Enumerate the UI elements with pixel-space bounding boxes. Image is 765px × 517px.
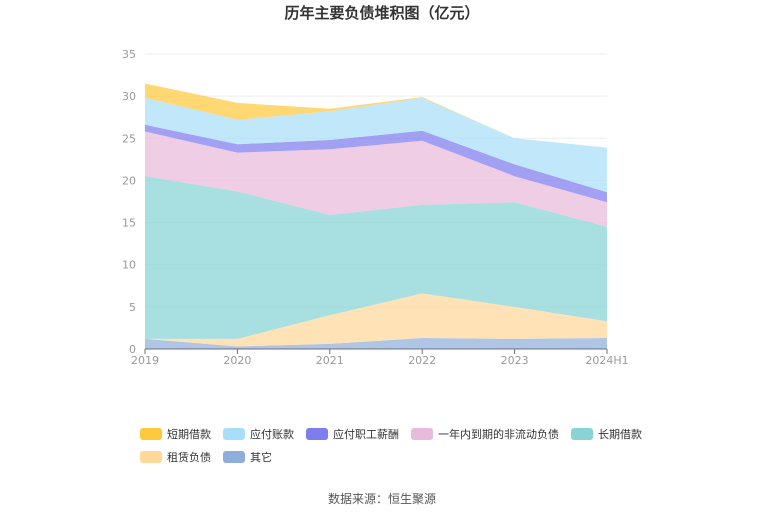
legend-item[interactable]: 短期借款: [140, 427, 211, 441]
y-tick-label: 20: [122, 174, 136, 187]
y-tick-label: 5: [129, 301, 136, 314]
y-tick-label: 0: [129, 343, 136, 356]
series-5-area[interactable]: [145, 97, 607, 193]
chart-title: 历年主要负债堆积图（亿元）: [284, 4, 479, 22]
x-tick-label: 2019: [131, 354, 159, 367]
y-tick-label: 30: [122, 90, 136, 103]
y-tick-label: 10: [122, 259, 136, 272]
x-tick-label: 2024H1: [585, 354, 628, 367]
legend-label: 应付职工薪酬: [333, 427, 399, 441]
series-0-area[interactable]: [145, 338, 607, 349]
legend-swatch: [411, 428, 433, 440]
legend-label: 租赁负债: [167, 450, 211, 464]
legend-swatch: [571, 428, 593, 440]
y-tick-label: 25: [122, 132, 136, 145]
data-source-note: 数据来源：恒生聚源: [328, 491, 436, 506]
legend-item[interactable]: 一年内到期的非流动负债: [411, 427, 559, 441]
series-1-area[interactable]: [145, 293, 607, 347]
legend-swatch: [140, 428, 162, 440]
y-tick-label: 35: [122, 48, 136, 61]
series-6-area[interactable]: [145, 83, 607, 148]
x-tick-label: 2022: [408, 354, 436, 367]
legend-label: 其它: [250, 450, 272, 464]
legend-label: 一年内到期的非流动负债: [438, 427, 559, 441]
series-3-area[interactable]: [145, 131, 607, 227]
legend-swatch: [306, 428, 328, 440]
legend-item[interactable]: 租赁负债: [140, 450, 211, 464]
axes: 0 5 10 15 20 25 30 35 2019 2020 2021 2022 2023 2024H1: [122, 48, 629, 367]
legend-label: 短期借款: [167, 427, 211, 441]
series-2-area[interactable]: [145, 176, 607, 339]
legend-label: 长期借款: [598, 427, 642, 441]
series-4-area[interactable]: [145, 124, 607, 203]
x-tick-label: 2021: [316, 354, 344, 367]
legend-swatch: [223, 451, 245, 463]
x-tick-label: 2020: [223, 354, 251, 367]
y-tick-label: 15: [122, 217, 136, 230]
legend-item[interactable]: 应付职工薪酬: [306, 427, 399, 441]
legend-item[interactable]: 应付账款: [223, 427, 294, 441]
legend-label: 应付账款: [250, 427, 294, 441]
legend-swatch: [223, 428, 245, 440]
x-tick-label: 2023: [501, 354, 529, 367]
area-series: [145, 83, 607, 349]
legend-swatch: [140, 451, 162, 463]
legend-item[interactable]: 其它: [223, 450, 272, 464]
legend-item[interactable]: 长期借款: [571, 427, 642, 441]
